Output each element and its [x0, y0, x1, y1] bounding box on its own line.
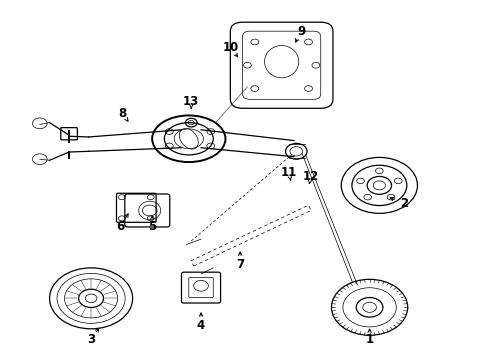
Text: 9: 9: [297, 25, 305, 38]
Text: 2: 2: [400, 197, 408, 210]
Text: 10: 10: [222, 41, 239, 54]
Text: 5: 5: [148, 220, 156, 233]
Text: 12: 12: [303, 170, 319, 183]
Text: 4: 4: [197, 319, 205, 332]
Text: 1: 1: [366, 333, 374, 346]
Text: 11: 11: [281, 166, 297, 179]
Text: 6: 6: [116, 220, 124, 233]
Text: 8: 8: [119, 107, 127, 120]
Text: 13: 13: [183, 95, 199, 108]
Text: 3: 3: [87, 333, 95, 346]
Text: 7: 7: [236, 258, 244, 271]
